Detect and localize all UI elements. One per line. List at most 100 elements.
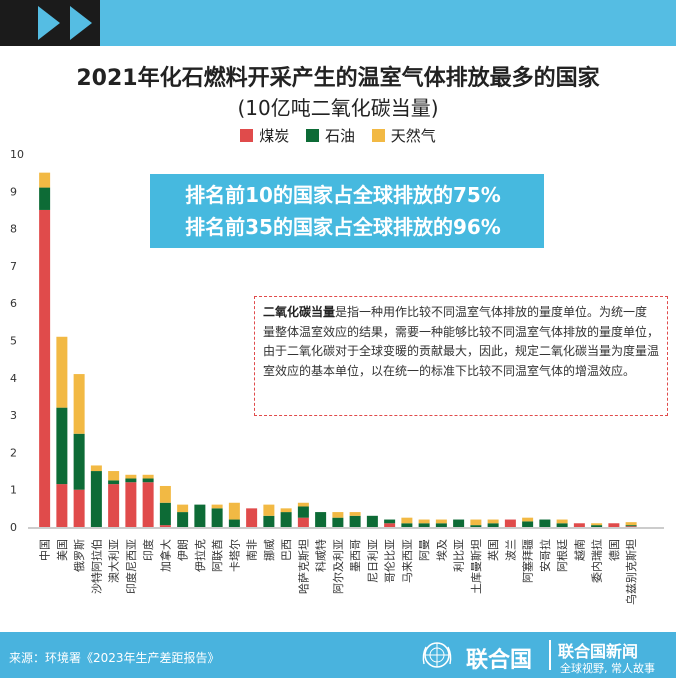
x-tick-label: 科威特 — [314, 539, 328, 572]
chart-subtitle: (10亿吨二氧化碳当量) — [237, 96, 439, 120]
y-tick-label: 7 — [10, 260, 17, 273]
legend-item-oil: 石油 — [305, 125, 355, 146]
bar-segment-oil — [142, 478, 154, 483]
bar-segment-gas — [56, 336, 68, 408]
y-tick-label: 10 — [10, 148, 24, 161]
bar-segment-gas — [73, 374, 85, 434]
bar-segment-oil — [435, 523, 447, 527]
x-tick-label: 德国 — [607, 539, 621, 561]
y-tick-label: 5 — [10, 335, 17, 348]
bar-segment-gas — [487, 519, 499, 524]
x-tick-label: 阿尔及利亚 — [332, 539, 345, 594]
y-tick-label: 1 — [10, 484, 17, 497]
legend-label-oil: 石油 — [324, 127, 355, 145]
footer-bar: 来源：环境署《2023年生产差距报告》 联合国 联合国新闻 全球视野, 常人故事 — [0, 632, 676, 678]
bar-segment-gas — [228, 502, 240, 520]
bar-segment-coal — [625, 526, 637, 527]
bar-segment-oil — [228, 519, 240, 527]
x-tick-label: 尼日利亚 — [366, 539, 379, 583]
legend-label-coal: 煤炭 — [259, 127, 290, 145]
x-tick-label: 利比亚 — [453, 539, 466, 572]
bar-segment-gas — [39, 172, 51, 188]
bar-segment-coal — [246, 508, 258, 527]
bar-segment-coal — [142, 482, 154, 527]
x-tick-label: 埃及 — [434, 539, 448, 561]
bar-segment-oil — [90, 471, 102, 527]
bar-segment-coal — [573, 523, 585, 527]
bar-segment-oil — [73, 433, 85, 490]
bar-segment-oil — [366, 515, 378, 527]
un-news-slogan: 全球视野, 常人故事 — [560, 662, 655, 675]
x-tick-label: 哈萨克斯坦 — [296, 539, 310, 594]
bar-segment-gas — [177, 504, 189, 513]
x-tick-label: 哥伦比亚 — [383, 539, 397, 583]
brand-logo-block — [0, 0, 100, 46]
x-tick-label: 阿塞拜疆 — [521, 539, 535, 583]
note-text: 是指一种用作比较不同温室气体排放的量度单位。为统一度量整体温室效应的结果，需要一… — [263, 305, 660, 378]
callout-line-top10: 排名前10的国家占全球排放的75% — [185, 183, 501, 207]
bar-segment-gas — [280, 508, 292, 513]
bar-segment-gas — [349, 512, 361, 516]
bar-segment-gas — [90, 465, 102, 472]
x-tick-label: 沙特阿拉伯 — [89, 539, 103, 594]
y-tick-label: 2 — [10, 446, 17, 459]
x-tick-label: 乌兹别克斯坦 — [624, 539, 638, 605]
bar-segment-oil — [539, 519, 551, 527]
bar-segment-coal — [608, 523, 620, 527]
x-tick-label: 阿根廷 — [555, 539, 569, 572]
legend: 煤炭 石油 天然气 — [0, 125, 676, 146]
x-tick-label: 卡塔尔 — [228, 539, 241, 572]
source-text: 来源：环境署《2023年生产差距报告》 — [9, 651, 220, 665]
bar-segment-coal — [108, 484, 120, 527]
bar-segment-oil — [177, 512, 189, 527]
legend-item-coal: 煤炭 — [240, 125, 289, 146]
bar-segment-oil — [591, 525, 603, 527]
y-tick-label: 3 — [10, 409, 17, 422]
bar-segment-gas — [435, 519, 447, 524]
y-tick-label: 4 — [10, 372, 17, 385]
x-tick-label: 澳大利亚 — [107, 539, 121, 583]
bar-segment-gas — [418, 519, 430, 524]
footer-divider — [549, 640, 551, 670]
definition-note: 二氧化碳当量是指一种用作比较不同温室气体排放的量度单位。为统一度量整体温室效应的… — [254, 296, 668, 416]
bar-segment-oil — [159, 502, 171, 526]
bar-segment-oil — [625, 525, 637, 527]
x-tick-label: 巴西 — [280, 539, 293, 561]
x-tick-label: 印度 — [141, 539, 155, 561]
y-tick-label: 0 — [10, 521, 17, 534]
x-tick-label: 伊朗 — [177, 539, 190, 561]
bar-segment-gas — [401, 517, 413, 524]
x-tick-label: 英国 — [486, 539, 500, 561]
un-news-name: 联合国新闻 — [558, 642, 639, 661]
bar-segment-gas — [263, 504, 275, 516]
bar-segment-coal — [159, 525, 171, 527]
bar-segment-oil — [332, 517, 344, 527]
bar-segment-oil — [297, 506, 309, 518]
bar-segment-coal — [73, 489, 85, 527]
note-term: 二氧化碳当量 — [263, 305, 336, 319]
x-tick-label: 土库曼斯坦 — [469, 539, 483, 594]
y-tick-label: 8 — [10, 223, 17, 236]
bar-segment-oil — [522, 521, 534, 527]
un-org-name: 联合国 — [466, 648, 533, 673]
bar-segment-oil — [108, 480, 120, 485]
un-emblem-icon — [422, 642, 452, 668]
bar-segment-gas — [211, 504, 223, 509]
bar-segment-coal — [39, 209, 51, 527]
bar-segment-oil — [56, 407, 68, 485]
bar-segment-oil — [556, 523, 568, 527]
x-tick-label: 委内瑞拉 — [590, 539, 604, 583]
bar-segment-oil — [349, 515, 361, 527]
bar-segment-gas — [159, 485, 171, 503]
x-tick-label: 安哥拉 — [538, 539, 552, 572]
bar-segment-gas — [556, 519, 568, 524]
bar-segment-oil — [401, 523, 413, 527]
legend-item-gas: 天然气 — [371, 125, 436, 146]
stacked-bar-chart: 0 1 2 3 4 5 6 7 8 9 10 中国 美国 俄罗斯 沙特阿拉伯 澳大利亚 印度尼西亚 印度 加拿大 伊朗… — [10, 148, 664, 605]
bar-segment-oil — [194, 504, 206, 527]
bar-segment-oil — [418, 523, 430, 527]
bar-segment-gas — [142, 474, 154, 479]
x-tick-label: 伊拉克 — [193, 539, 207, 572]
bar-segment-oil — [39, 187, 51, 210]
x-tick-label: 印度尼西亚 — [124, 539, 138, 594]
